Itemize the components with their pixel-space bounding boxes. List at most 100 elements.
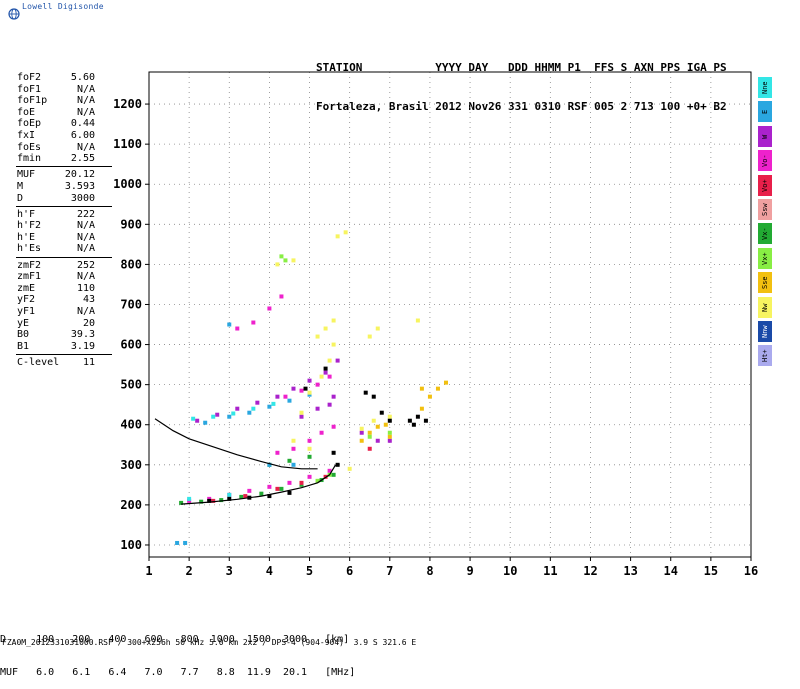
- data-point: [275, 450, 280, 455]
- x-tick-label: 6: [346, 564, 353, 578]
- data-point: [319, 430, 324, 435]
- param-row: M 3.593: [0, 181, 100, 193]
- data-point: [291, 462, 296, 467]
- param-name: B1: [17, 340, 30, 352]
- param-name: fmin: [17, 153, 42, 165]
- data-point: [275, 394, 280, 399]
- profile-lower-curve: [181, 464, 337, 505]
- data-point: [259, 491, 264, 496]
- data-point: [315, 406, 320, 411]
- x-tick-label: 7: [386, 564, 393, 578]
- data-point: [419, 386, 424, 391]
- y-tick-label: 1100: [113, 137, 142, 151]
- param-row: zmE 110: [0, 283, 100, 295]
- x-tick-label: 2: [186, 564, 193, 578]
- data-point: [191, 416, 196, 421]
- param-row: fxI 6.00: [0, 130, 100, 142]
- param-name: foEs: [17, 141, 42, 153]
- data-point: [287, 398, 292, 403]
- data-point: [415, 414, 420, 419]
- param-row: D 3000: [0, 193, 100, 205]
- param-value: N/A: [76, 305, 95, 317]
- param-row: fmin 2.55: [0, 153, 100, 165]
- data-point: [187, 496, 192, 501]
- param-value: N/A: [76, 106, 95, 118]
- data-point: [227, 322, 232, 327]
- param-name: foF1: [17, 83, 42, 95]
- param-value: 20: [82, 317, 95, 329]
- param-separator: [16, 353, 112, 355]
- legend-item: Sse: [758, 272, 772, 294]
- param-separator: [16, 205, 112, 207]
- x-tick-label: 9: [466, 564, 473, 578]
- data-point: [323, 326, 328, 331]
- legend-item: Ht+: [758, 345, 772, 367]
- y-tick-label: 800: [120, 257, 142, 271]
- brand-logo-text: Lowell Digisonde: [22, 2, 104, 11]
- param-name: fxI: [17, 130, 36, 141]
- x-tick-label: 3: [226, 564, 233, 578]
- data-point: [387, 418, 392, 423]
- data-point: [291, 386, 296, 391]
- param-name: h'Es: [17, 243, 42, 255]
- param-row: foF1 N/A: [0, 84, 100, 96]
- data-point: [335, 234, 340, 239]
- param-name: h'E: [17, 231, 36, 243]
- x-tick-label: 8: [426, 564, 433, 578]
- data-point: [267, 484, 272, 489]
- data-point: [279, 486, 284, 491]
- data-point: [307, 474, 312, 479]
- param-value: 2.55: [70, 153, 95, 165]
- param-value: 5.60: [70, 72, 95, 83]
- data-point: [231, 411, 236, 416]
- legend-item: Nne: [758, 77, 772, 98]
- data-point: [315, 334, 320, 339]
- param-name: foEp: [17, 118, 42, 130]
- data-point: [271, 401, 276, 406]
- legend-item: Vo-: [758, 150, 772, 172]
- param-row: h'F2 N/A: [0, 220, 100, 232]
- legend-item: Vx+: [758, 247, 772, 269]
- param-row: foF1p N/A: [0, 95, 100, 107]
- data-point: [327, 358, 332, 363]
- data-point: [387, 414, 392, 419]
- param-name: zmF2: [17, 259, 42, 271]
- data-point: [299, 410, 304, 415]
- data-point: [247, 488, 252, 493]
- legend-item: Nnw: [758, 321, 772, 342]
- param-row: C-level 11: [0, 357, 100, 369]
- param-name: yF1: [17, 305, 36, 317]
- param-value: 0.44: [70, 118, 95, 130]
- data-point: [327, 402, 332, 407]
- x-tick-label: 14: [664, 564, 678, 578]
- param-row: B0 39.3: [0, 329, 100, 341]
- param-name: zmE: [17, 282, 36, 294]
- param-name: B0: [17, 329, 30, 341]
- param-value: 3.19: [70, 340, 95, 352]
- param-separator: [16, 256, 112, 258]
- param-value: 6.00: [70, 130, 95, 141]
- data-point: [427, 394, 432, 399]
- y-tick-label: 700: [120, 297, 142, 311]
- data-point: [267, 462, 272, 467]
- param-value: N/A: [76, 243, 95, 255]
- data-point: [443, 380, 448, 385]
- data-point: [299, 482, 304, 487]
- data-point: [219, 498, 224, 503]
- param-value: N/A: [76, 271, 95, 283]
- param-value: 3000: [70, 192, 95, 204]
- param-value: N/A: [76, 231, 95, 243]
- y-tick-label: 900: [120, 217, 142, 231]
- data-point: [211, 498, 216, 503]
- data-point: [371, 394, 376, 399]
- data-point: [251, 320, 256, 325]
- data-point: [207, 496, 212, 501]
- muf-table-muf-row: MUF 6.0 6.1 6.4 7.0 7.7 8.8 11.9 20.1 [M…: [0, 667, 356, 678]
- data-point: [291, 258, 296, 263]
- data-point: [335, 462, 340, 467]
- param-row: foE N/A: [0, 107, 100, 119]
- param-row: h'F 222: [0, 209, 100, 221]
- data-point: [215, 412, 220, 417]
- data-point: [207, 498, 212, 503]
- param-name: M: [17, 180, 24, 192]
